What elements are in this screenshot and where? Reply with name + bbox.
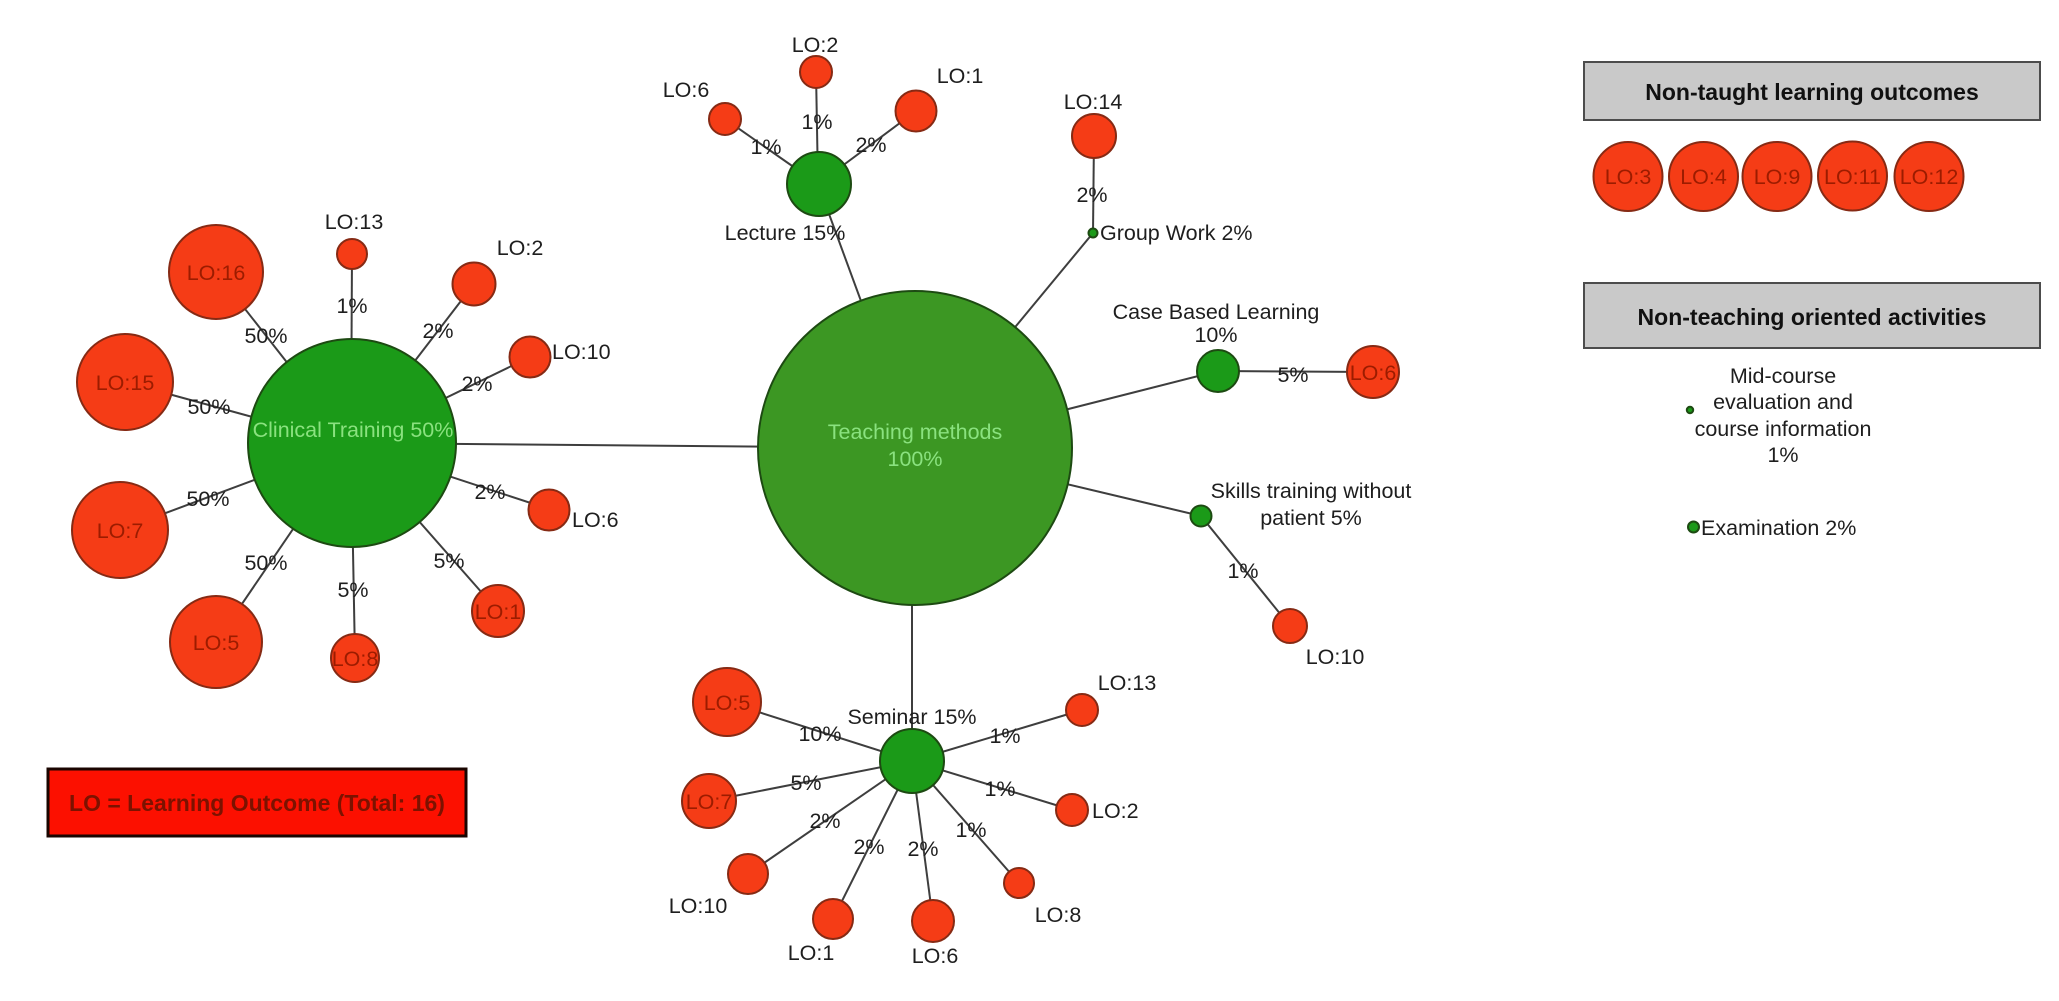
svg-text:1%: 1% [989,724,1020,748]
svg-text:LO:1: LO:1 [475,600,522,624]
svg-text:LO:8: LO:8 [1035,903,1082,927]
svg-text:LO:10: LO:10 [1306,645,1365,669]
svg-text:50%: 50% [187,395,230,419]
svg-text:1%: 1% [336,294,367,318]
svg-text:1%: 1% [955,818,986,842]
svg-text:1%: 1% [1767,443,1798,467]
svg-text:Clinical Training 50%: Clinical Training 50% [253,418,454,442]
svg-text:LO = Learning Outcome (Total:: LO = Learning Outcome (Total: 16) [69,790,445,816]
svg-text:10%: 10% [798,722,841,746]
svg-text:patient 5%: patient 5% [1260,506,1362,530]
svg-text:2%: 2% [422,319,453,343]
svg-text:Non-taught learning outcomes: Non-taught learning outcomes [1645,79,1979,105]
svg-text:LO:2: LO:2 [1092,799,1139,823]
svg-text:LO:15: LO:15 [96,371,155,395]
svg-text:50%: 50% [244,551,287,575]
svg-text:5%: 5% [433,549,464,573]
svg-text:50%: 50% [186,487,229,511]
svg-text:LO:12: LO:12 [1900,165,1959,189]
svg-text:LO:7: LO:7 [97,519,144,543]
svg-text:LO:6: LO:6 [1350,361,1397,385]
svg-text:100%: 100% [888,447,943,471]
svg-text:LO:4: LO:4 [1680,165,1727,189]
svg-text:LO:5: LO:5 [704,691,751,715]
svg-text:LO:13: LO:13 [1098,671,1157,695]
svg-text:LO:5: LO:5 [193,631,240,655]
svg-text:LO:6: LO:6 [572,508,619,532]
svg-text:Lecture 15%: Lecture 15% [725,221,846,245]
svg-text:10%: 10% [1194,323,1237,347]
svg-text:Examination 2%: Examination 2% [1701,516,1856,540]
svg-text:1%: 1% [801,110,832,134]
svg-text:Non-teaching oriented activiti: Non-teaching oriented activities [1638,304,1987,330]
svg-text:evaluation and: evaluation and [1713,390,1853,414]
svg-text:2%: 2% [461,372,492,396]
svg-text:LO:10: LO:10 [552,340,611,364]
svg-text:LO:10: LO:10 [669,894,728,918]
svg-text:2%: 2% [1076,183,1107,207]
svg-text:2%: 2% [809,809,840,833]
svg-text:LO:11: LO:11 [1824,165,1881,189]
svg-text:LO:6: LO:6 [912,944,959,968]
svg-text:Case Based Learning: Case Based Learning [1113,300,1320,324]
svg-text:LO:2: LO:2 [792,33,839,57]
svg-text:LO:16: LO:16 [187,261,246,285]
svg-text:1%: 1% [1227,559,1258,583]
svg-text:2%: 2% [853,835,884,859]
svg-text:LO:13: LO:13 [325,210,384,234]
svg-text:2%: 2% [474,480,505,504]
svg-text:LO:1: LO:1 [788,941,835,965]
svg-text:LO:6: LO:6 [663,78,710,102]
svg-text:Mid-course: Mid-course [1730,364,1836,388]
svg-text:Teaching methods: Teaching methods [828,420,1003,444]
svg-text:1%: 1% [750,135,781,159]
svg-text:5%: 5% [790,771,821,795]
svg-text:2%: 2% [907,837,938,861]
svg-text:LO:9: LO:9 [1754,165,1801,189]
svg-text:LO:1: LO:1 [937,64,984,88]
svg-text:2%: 2% [855,133,886,157]
svg-text:5%: 5% [1277,363,1308,387]
svg-text:LO:2: LO:2 [497,236,544,260]
svg-text:Seminar 15%: Seminar 15% [847,705,976,729]
svg-text:Skills training without: Skills training without [1211,479,1412,503]
svg-text:5%: 5% [337,578,368,602]
svg-text:50%: 50% [244,324,287,348]
svg-text:LO:14: LO:14 [1064,90,1123,114]
svg-text:LO:3: LO:3 [1605,165,1652,189]
svg-text:course information: course information [1695,417,1872,441]
svg-text:1%: 1% [984,777,1015,801]
svg-text:Group Work 2%: Group Work 2% [1100,221,1253,245]
svg-text:LO:8: LO:8 [332,647,379,671]
svg-text:LO:7: LO:7 [686,790,733,814]
